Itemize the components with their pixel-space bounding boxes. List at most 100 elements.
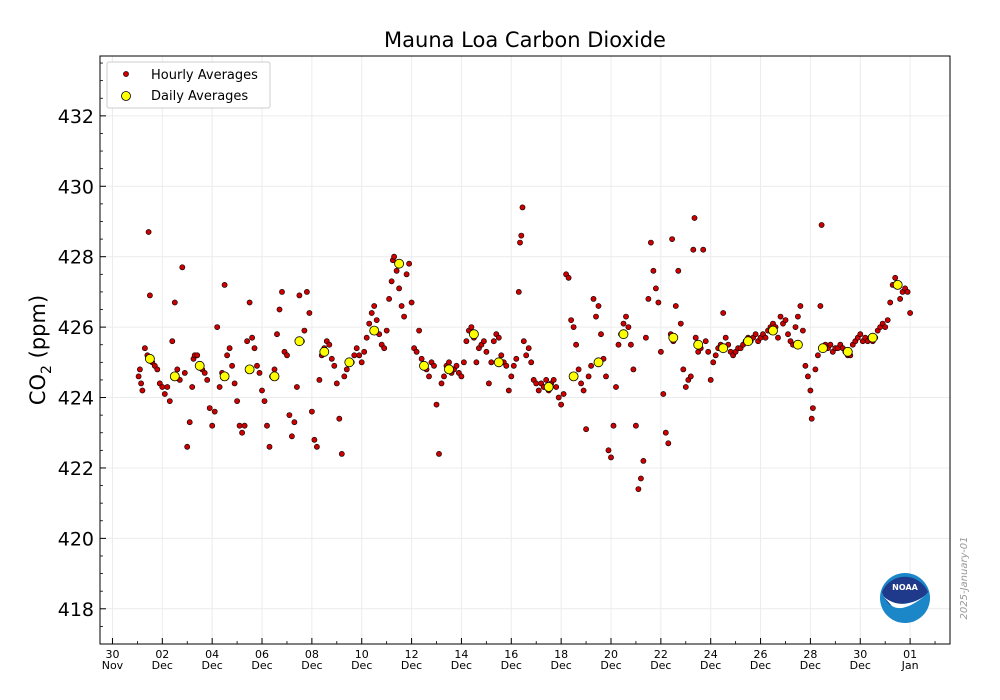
- daily-point-6: [294, 336, 305, 347]
- x-tick-label-day-0: 30: [105, 648, 119, 661]
- hourly-point-155: [510, 362, 517, 369]
- x-tick-label-month-16: Jan: [901, 659, 919, 672]
- hourly-point-49: [249, 334, 255, 341]
- legend-label-daily: Daily Averages: [151, 89, 248, 104]
- legend-label-hourly: Hourly Averages: [151, 68, 258, 83]
- hourly-point-312: [887, 299, 894, 306]
- daily-point-4: [244, 364, 255, 375]
- hourly-point-153: [505, 387, 512, 394]
- hourly-point-67: [293, 384, 300, 390]
- hourly-point-113: [406, 260, 412, 267]
- hourly-point-14: [164, 384, 171, 390]
- hourly-point-21: [181, 369, 188, 376]
- hourly-point-319: [904, 288, 911, 295]
- hourly-point-81: [328, 355, 335, 362]
- hourly-point-61: [279, 288, 285, 295]
- hourly-point-138: [468, 324, 475, 330]
- hourly-point-44: [236, 422, 243, 429]
- x-tick-label-month-11: Dec: [650, 659, 671, 672]
- hourly-point-223: [672, 303, 679, 309]
- hourly-point-110: [398, 303, 405, 309]
- hourly-point-154: [508, 373, 515, 380]
- y-tick-label-4: 426: [58, 317, 94, 339]
- hourly-point-52: [256, 369, 263, 376]
- hourly-point-260: [762, 334, 769, 341]
- daily-point-1: [169, 371, 180, 382]
- hourly-point-218: [662, 429, 669, 436]
- hourly-point-170: [543, 376, 550, 383]
- hourly-point-226: [680, 366, 687, 373]
- hourly-point-187: [585, 373, 592, 380]
- hourly-point-175: [555, 394, 562, 401]
- hourly-point-183: [575, 366, 582, 373]
- hourly-point-102: [381, 345, 388, 352]
- hourly-point-150: [498, 352, 505, 359]
- hourly-point-1: [136, 366, 143, 373]
- hourly-point-50: [251, 345, 258, 352]
- hourly-point-43: [234, 398, 240, 404]
- hourly-point-114: [408, 299, 415, 306]
- hourly-point-35: [214, 324, 221, 330]
- hourly-point-211: [645, 295, 652, 302]
- chart-title: Mauna Loa Carbon Dioxide: [384, 28, 666, 52]
- hourly-point-194: [603, 373, 609, 380]
- hourly-point-82: [331, 362, 338, 369]
- hourly-point-117: [416, 327, 422, 334]
- x-tick-label-day-6: 12: [405, 648, 419, 661]
- hourly-point-174: [553, 384, 560, 390]
- hourly-point-147: [490, 338, 497, 345]
- hourly-point-189: [590, 295, 597, 302]
- x-tick-label-day-12: 24: [704, 648, 718, 661]
- hourly-point-320: [907, 310, 913, 316]
- hourly-point-266: [777, 313, 784, 320]
- hourly-point-72: [306, 310, 313, 316]
- noaa-logo-sky: [882, 576, 928, 607]
- hourly-point-94: [361, 348, 368, 355]
- daily-point-14: [493, 357, 504, 368]
- hourly-point-3: [139, 387, 146, 394]
- daily-point-7: [319, 346, 330, 357]
- hourly-point-32: [206, 405, 213, 411]
- x-tick-label-day-5: 10: [355, 648, 369, 661]
- hourly-point-166: [533, 380, 540, 387]
- hourly-point-212: [648, 239, 654, 246]
- hourly-point-87: [343, 366, 350, 373]
- hourly-point-265: [775, 334, 781, 341]
- hourly-point-210: [643, 334, 649, 341]
- hourly-point-225: [677, 320, 684, 327]
- hourly-point-121: [426, 373, 432, 380]
- hourly-point-112: [403, 271, 410, 278]
- hourly-point-42: [231, 380, 238, 387]
- hourly-point-182: [573, 341, 579, 348]
- hourly-point-41: [229, 362, 235, 369]
- hourly-point-98: [371, 303, 378, 309]
- hourly-point-111: [401, 313, 407, 320]
- hourly-point-33: [209, 422, 216, 429]
- hourly-point-96: [366, 320, 373, 327]
- hourly-point-207: [635, 486, 642, 492]
- hourly-point-144: [483, 348, 490, 355]
- hourly-point-198: [613, 384, 619, 390]
- hourly-point-55: [264, 422, 270, 429]
- hourly-point-109: [396, 285, 402, 292]
- hourly-point-243: [720, 310, 727, 316]
- hourly-point-39: [224, 352, 230, 359]
- daily-point-5: [269, 371, 280, 382]
- daily-points: [144, 258, 903, 392]
- hourly-point-196: [608, 454, 614, 461]
- hourly-point-71: [303, 288, 310, 295]
- hourly-point-66: [291, 419, 298, 426]
- daily-point-25: [818, 343, 828, 354]
- hourly-point-15: [166, 398, 173, 404]
- x-tick-label-day-8: 16: [504, 648, 518, 661]
- hourly-point-125: [436, 450, 442, 457]
- hourly-point-18: [174, 366, 181, 373]
- y-tick-label-1: 420: [58, 528, 94, 550]
- x-tick-label-month-6: Dec: [401, 659, 422, 672]
- hourly-point-236: [702, 338, 709, 345]
- x-tick-label-month-3: Dec: [251, 659, 272, 672]
- hourly-point-24: [189, 384, 196, 390]
- hourly-point-280: [810, 405, 816, 411]
- hourly-point-99: [373, 317, 380, 323]
